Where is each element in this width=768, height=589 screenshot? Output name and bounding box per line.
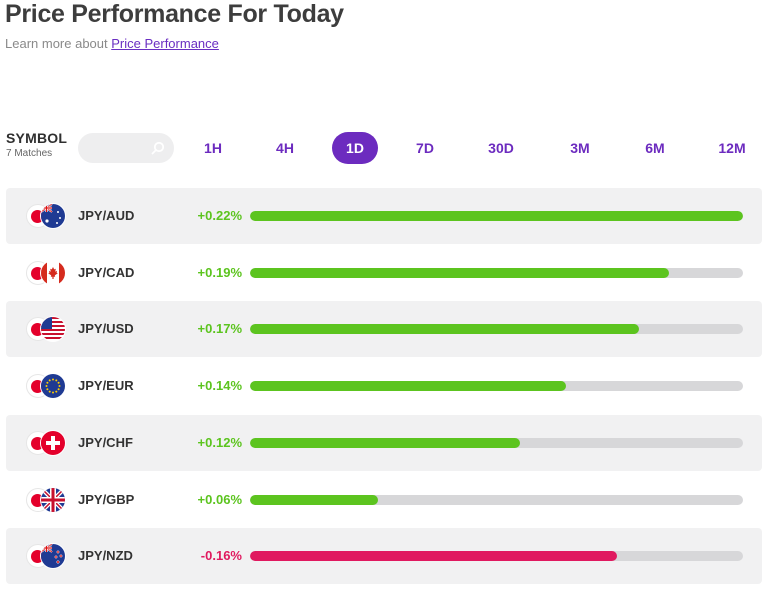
change-percent: +0.14%	[197, 378, 242, 393]
change-percent: +0.19%	[197, 265, 242, 280]
currency-flags	[26, 317, 68, 341]
nz-flag-icon	[41, 544, 65, 568]
tab-1h[interactable]: 1H	[204, 140, 222, 156]
pair-label: JPY/NZD	[78, 548, 133, 563]
tab-6m[interactable]: 6M	[645, 140, 665, 156]
symbol-header: SYMBOL 7 Matches	[6, 130, 67, 159]
performance-bar-fill	[250, 381, 566, 391]
ch-flag-icon	[41, 431, 65, 455]
pair-label: JPY/AUD	[78, 208, 135, 223]
performance-bar	[250, 551, 743, 561]
pair-label: JPY/CAD	[78, 265, 135, 280]
table-row[interactable]: JPY/NZD -0.16%	[6, 528, 762, 584]
tab-7d[interactable]: 7D	[416, 140, 434, 156]
tab-1d[interactable]: 1D	[332, 132, 378, 164]
performance-bar-fill	[250, 268, 670, 278]
change-percent: +0.17%	[197, 321, 242, 336]
performance-bar	[250, 438, 743, 448]
us-flag-icon	[41, 317, 65, 341]
table-row[interactable]: JPY/EUR +0.14%	[6, 358, 762, 414]
table-row[interactable]: JPY/CAD +0.19%	[6, 245, 762, 301]
matches-count: 7 Matches	[6, 148, 53, 159]
tab-4h[interactable]: 4H	[276, 140, 294, 156]
page-title: Price Performance For Today	[5, 0, 344, 28]
performance-bar	[250, 381, 743, 391]
performance-bar-fill	[250, 211, 743, 221]
currency-flags	[26, 204, 68, 228]
performance-bar-fill	[250, 551, 618, 561]
tab-3m[interactable]: 3M	[570, 140, 590, 156]
change-percent: +0.12%	[197, 435, 242, 450]
currency-flags	[26, 544, 68, 568]
table-row[interactable]: JPY/AUD +0.22%	[6, 188, 762, 244]
tab-12m[interactable]: 12M	[718, 140, 746, 156]
change-percent: -0.16%	[200, 548, 242, 563]
search-icon	[151, 141, 165, 155]
pair-label: JPY/GBP	[78, 492, 135, 507]
performance-bar-fill	[250, 438, 521, 448]
performance-bar	[250, 495, 743, 505]
pair-label: JPY/EUR	[78, 378, 134, 393]
page-subtitle: Learn more about Price Performance	[5, 36, 219, 51]
tab-30d[interactable]: 30D	[488, 140, 514, 156]
symbol-label: SYMBOL	[6, 130, 68, 146]
subtitle-text: Learn more about	[5, 36, 112, 51]
currency-flags	[26, 261, 68, 285]
ca-flag-icon	[41, 261, 65, 285]
performance-bar-fill	[250, 324, 640, 334]
change-percent: +0.06%	[197, 492, 242, 507]
price-performance-link[interactable]: Price Performance	[111, 36, 219, 51]
performance-bar	[250, 324, 743, 334]
performance-bar	[250, 211, 743, 221]
pair-label: JPY/CHF	[78, 435, 133, 450]
eu-flag-icon	[41, 374, 65, 398]
table-row[interactable]: JPY/GBP +0.06%	[6, 472, 762, 528]
table-row[interactable]: JPY/USD +0.17%	[6, 301, 762, 357]
filter-bar: SYMBOL 7 Matches 1H 4H 1D 7D 30D 3M 6M 12M	[6, 130, 758, 166]
pair-label: JPY/USD	[78, 321, 134, 336]
au-flag-icon	[41, 204, 65, 228]
symbol-search-input[interactable]	[78, 133, 174, 163]
gb-flag-icon	[41, 488, 65, 512]
currency-flags	[26, 488, 68, 512]
performance-bar	[250, 268, 743, 278]
currency-flags	[26, 374, 68, 398]
change-percent: +0.22%	[197, 208, 242, 223]
performance-bar-fill	[250, 495, 379, 505]
table-row[interactable]: JPY/CHF +0.12%	[6, 415, 762, 471]
jp-flag-icon	[26, 488, 50, 512]
currency-flags	[26, 431, 68, 455]
